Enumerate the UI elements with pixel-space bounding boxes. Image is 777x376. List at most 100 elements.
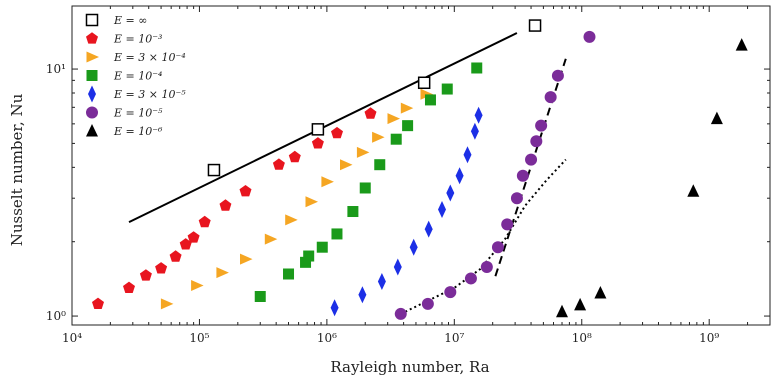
series-2	[160, 88, 433, 310]
data-point	[364, 107, 377, 119]
x-tick-label: 10⁹	[699, 331, 719, 345]
data-point	[272, 158, 285, 170]
legend-label: E = 10⁻⁶	[113, 125, 163, 138]
y-tick-label: 10¹	[46, 62, 66, 76]
data-point	[239, 185, 252, 197]
data-point	[191, 280, 204, 291]
data-point	[356, 146, 370, 158]
legend-marker	[86, 124, 98, 137]
data-point	[358, 286, 367, 304]
legend-label: E = ∞	[113, 14, 147, 27]
data-point	[216, 267, 229, 279]
data-point	[240, 253, 253, 265]
fit-lines	[128, 32, 567, 315]
legend-marker	[85, 13, 99, 27]
data-point	[390, 133, 402, 145]
data-point	[528, 19, 542, 32]
data-point	[420, 88, 433, 100]
data-point	[316, 241, 328, 253]
data-point	[372, 131, 385, 143]
data-point	[444, 286, 457, 299]
data-point	[470, 122, 479, 140]
data-point	[300, 256, 312, 268]
data-point	[402, 120, 414, 132]
axes: 10⁴ 10⁵ 10⁶ 10⁷ 10⁸ 10⁹ 10⁰ 10¹	[46, 5, 771, 345]
legend-label: E = 3 × 10⁻⁴	[113, 51, 186, 64]
data-point	[377, 273, 386, 290]
series-4	[330, 106, 483, 317]
data-point	[139, 269, 152, 281]
data-point	[491, 241, 504, 254]
data-point	[207, 163, 221, 177]
data-point	[417, 76, 431, 90]
data-point	[594, 286, 607, 299]
data-point	[424, 220, 433, 238]
legend-label: E = 10⁻³	[113, 33, 162, 46]
data-point	[387, 113, 400, 125]
plot-frame	[71, 5, 771, 326]
x-tick-label: 10⁶	[317, 331, 337, 345]
data-point	[551, 69, 564, 82]
data-point	[574, 297, 587, 311]
data-point	[501, 218, 514, 231]
data-point	[254, 290, 266, 302]
data-point	[480, 260, 493, 273]
data-point	[424, 94, 436, 106]
data-point	[285, 214, 298, 226]
data-point	[687, 184, 700, 197]
data-point	[311, 123, 325, 136]
data-point	[187, 231, 200, 243]
legend-label: E = 3 × 10⁻⁵	[113, 88, 186, 101]
legend-label: E = 10⁻⁴	[113, 70, 162, 83]
data-point	[735, 38, 748, 51]
legend: E = ∞ E = 10⁻³ E = 3 × 10⁻⁴ E = 10⁻⁴ E = 3 ×…	[85, 13, 186, 138]
x-axis-title: Rayleigh number, Ra	[330, 358, 489, 376]
data-point	[474, 106, 483, 124]
legend-marker	[88, 85, 96, 103]
data-point	[438, 201, 446, 218]
y-tick-label: 10⁰	[46, 309, 66, 323]
data-point	[331, 126, 343, 139]
series-1	[92, 107, 377, 309]
data-point	[305, 196, 318, 208]
x-tick-label: 10⁸	[572, 331, 592, 345]
data-point	[179, 238, 192, 250]
data-point	[400, 102, 414, 114]
series-5	[394, 30, 596, 320]
legend-marker	[86, 51, 99, 63]
series-0	[207, 19, 542, 177]
data-point	[283, 268, 295, 280]
data-points	[92, 19, 748, 320]
legend-marker	[86, 32, 98, 44]
data-point	[463, 146, 472, 164]
data-point	[464, 272, 477, 285]
data-point	[535, 119, 548, 132]
data-point	[330, 299, 339, 317]
data-point	[441, 83, 453, 95]
data-point	[393, 258, 402, 276]
data-point	[409, 238, 418, 256]
legend-label: E = 10⁻⁵	[113, 107, 163, 120]
x-tick-label: 10⁴	[62, 331, 82, 345]
data-point	[525, 153, 538, 166]
data-point	[155, 262, 168, 274]
data-point	[421, 297, 434, 310]
data-point	[198, 215, 211, 228]
series-3	[254, 62, 483, 302]
data-point	[92, 297, 104, 309]
data-point	[510, 192, 523, 205]
x-tick-label: 10⁷	[444, 331, 464, 345]
data-point	[544, 91, 557, 104]
data-point	[311, 137, 324, 149]
data-point	[321, 176, 334, 188]
data-point	[288, 150, 301, 163]
legend-marker	[86, 70, 98, 81]
data-point	[516, 169, 529, 182]
data-point	[160, 298, 174, 310]
data-point	[471, 62, 483, 74]
data-point	[303, 250, 315, 262]
data-point	[455, 167, 464, 185]
data-point	[394, 307, 407, 320]
data-point	[359, 182, 371, 194]
